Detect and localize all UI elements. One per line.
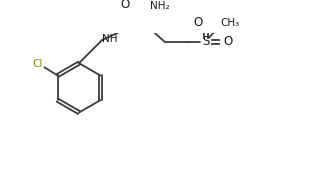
Text: Cl: Cl: [33, 59, 43, 69]
Text: S: S: [202, 35, 210, 48]
Text: O: O: [120, 0, 130, 11]
Text: CH₃: CH₃: [221, 18, 240, 28]
Text: O: O: [193, 16, 202, 29]
Text: NH: NH: [102, 34, 118, 44]
Text: O: O: [223, 35, 233, 48]
Text: NH₂: NH₂: [150, 1, 169, 11]
